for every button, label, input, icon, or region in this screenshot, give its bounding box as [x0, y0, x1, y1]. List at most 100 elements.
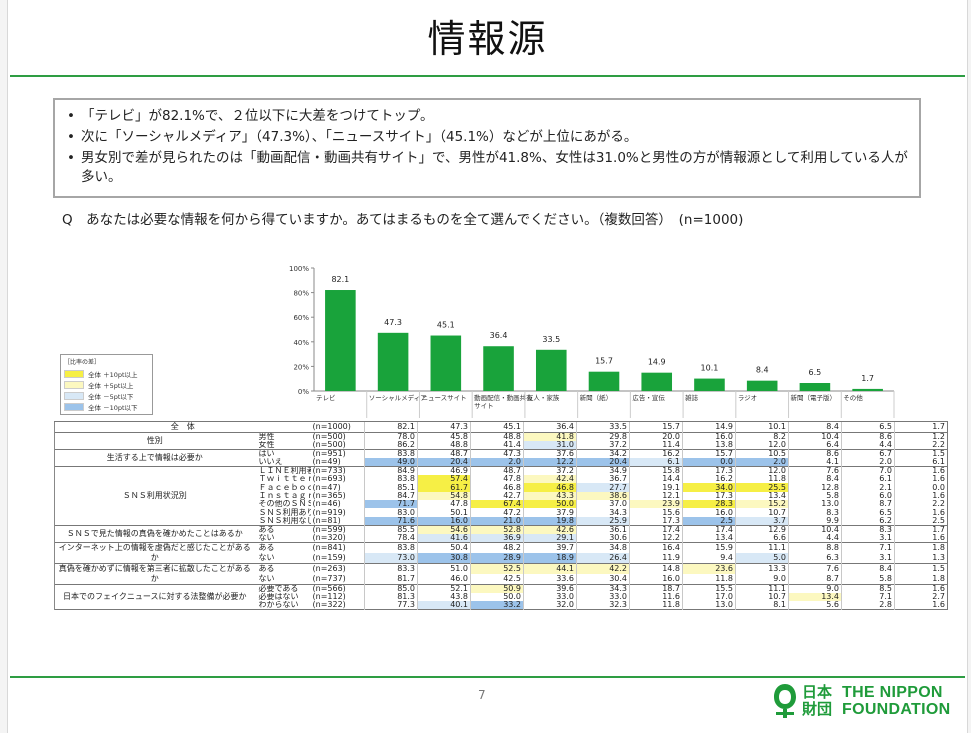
table-row: 生活する上で情報は必要か はい (n=951) 83.8 48.7 47.3 37.6 34.…	[54, 449, 948, 467]
bar-value-label: 6.5	[809, 368, 822, 377]
table-cell: 18.7	[629, 583, 683, 593]
table-cell: 20.4	[417, 458, 471, 467]
y-tick-label: 80%	[293, 290, 309, 298]
table-cell: 31.0	[523, 441, 577, 450]
table-cell: 83.8	[364, 475, 418, 484]
table-cell: 2.0	[841, 458, 895, 467]
table-row: ＳＮＳで見た情報の真偽を確かめたことはあるか ある (n=599) 85.5 54.6 5…	[54, 524, 948, 543]
table-cell: 50.9	[470, 583, 524, 593]
table-cell: 2.2	[894, 500, 948, 509]
table-cell: 27.7	[576, 483, 630, 492]
table-cell: 40.1	[417, 601, 471, 610]
table-cell: 2.5	[682, 516, 736, 526]
table-cell: 1.7	[894, 524, 948, 534]
table-cell: 84.9	[364, 466, 418, 475]
bar-value-label: 1.7	[861, 374, 874, 383]
table-cell: 2.7	[894, 592, 948, 602]
table-cell: 11.8	[629, 601, 683, 610]
table-cell: 34.2	[576, 449, 630, 458]
table-cell: 7.6	[788, 466, 842, 475]
table-cell: 83.0	[364, 508, 418, 517]
table-row: Ｉｎｓｔａｇｒａｍ利用者(n=365)84.754.842.743.338.61…	[55, 491, 948, 501]
table-cell: 41.6	[417, 533, 471, 543]
table-cell: 48.7	[417, 449, 471, 458]
table-cell: 21.0	[470, 516, 524, 526]
table-cell: 36.7	[576, 475, 630, 484]
row-sample-size: (n=1000)	[310, 421, 365, 433]
table-cell: 83.3	[364, 562, 418, 574]
row-group-label: 全 体	[54, 421, 311, 433]
table-cell: 4.4	[841, 441, 895, 450]
logo-en-bottom: FOUNDATION	[842, 701, 951, 718]
table-cell: 37.2	[523, 466, 577, 475]
table-cell: 77.3	[364, 601, 418, 610]
table-cell: 25.5	[735, 483, 789, 492]
table-cell: 17.3	[629, 516, 683, 526]
bar-value-label: 8.4	[756, 366, 769, 375]
table-cell: 8.2	[735, 432, 789, 441]
legend-title: ［比率の差］	[64, 359, 101, 366]
table-cell: 42.6	[523, 524, 577, 534]
table-cell: 19.8	[523, 516, 577, 526]
table-cell: 8.8	[788, 541, 842, 553]
table-cell: 34.9	[576, 466, 630, 475]
table-cell: 11.8	[682, 573, 736, 585]
table-cell: 42.2	[576, 562, 630, 574]
table-row: 日本でのフェイクニュースに対する法整備が必要か 必要である (n=566) 85.0 5…	[54, 583, 948, 610]
page-title: 情報源	[427, 17, 548, 61]
table-cell: 28.3	[682, 500, 736, 509]
table-cell: 0.0	[682, 458, 736, 467]
table-cell: 13.3	[735, 562, 789, 574]
table-cell: 16.4	[629, 541, 683, 553]
logo-en-top: THE NIPPON	[842, 684, 943, 701]
table-cell: 57.4	[417, 475, 471, 484]
table-cell: 16.0	[682, 508, 736, 517]
table-cell: 6.2	[841, 516, 895, 526]
table-cell: 1.6	[894, 533, 948, 543]
legend-label: 全体 ＋10pt以上	[88, 370, 138, 379]
table-cell: 8.4	[788, 475, 842, 484]
table-row: わからない (n=322) 77.3 40.1 33.2 32.0 32.3 11.8 13.0…	[55, 601, 948, 610]
row-group-label: 日本でのフェイクニュースに対する法整備が必要か	[54, 583, 255, 610]
table-cell: 1.5	[894, 449, 948, 458]
bar	[746, 380, 778, 391]
table-cell: 78.0	[364, 432, 418, 441]
table-cell: 78.4	[364, 533, 418, 543]
table-cell: 10.5	[735, 449, 789, 458]
table-cell: 2.0	[735, 458, 789, 467]
category-label: 雑誌	[685, 393, 699, 402]
table-cell: 48.8	[470, 432, 524, 441]
row-sample-size: (n=46)	[312, 500, 341, 509]
bar	[694, 378, 725, 391]
table-cell: 8.6	[788, 449, 842, 458]
table-cell: 3.1	[841, 552, 895, 564]
table-cell: 16.2	[682, 475, 736, 484]
y-tick-label: 60%	[293, 314, 309, 322]
summary-box: 「テレビ」が82.1%で、２位以下に大差をつけてトップ。 次に「ソーシャルメディ…	[53, 98, 921, 198]
table-cell: 8.5	[841, 583, 895, 593]
table-cell: 12.9	[735, 524, 789, 534]
bar	[535, 349, 567, 391]
table-cell: 37.0	[576, 500, 630, 509]
table-cell: 50.0	[470, 592, 524, 602]
table-cell: 11.8	[735, 475, 789, 484]
table-cell: 7.6	[788, 562, 842, 574]
table-cell: 36.1	[576, 524, 630, 534]
row-sample-size: (n=733)	[310, 466, 365, 475]
row-sample-size: (n=159)	[312, 552, 346, 562]
row-sample-size: (n=47)	[312, 483, 341, 492]
table-cell: 9.9	[788, 516, 842, 526]
table-cell: 71.7	[364, 500, 418, 509]
row-sample-size: (n=322)	[312, 601, 346, 610]
table-cell: 2.0	[470, 458, 524, 467]
table-cell: 73.0	[364, 552, 418, 564]
table-cell: 7.0	[841, 466, 895, 475]
bar	[377, 332, 409, 391]
table-cell: 33.0	[523, 592, 577, 602]
table-cell: 46.8	[523, 483, 577, 492]
table-cell: 47.2	[470, 508, 524, 517]
table-cell: 2.1	[841, 483, 895, 492]
row-group-label: ＳＮＳ利用状況別	[54, 466, 255, 526]
table-cell: 85.0	[364, 583, 418, 593]
legend-label: 全体 －10pt以下	[88, 403, 138, 412]
